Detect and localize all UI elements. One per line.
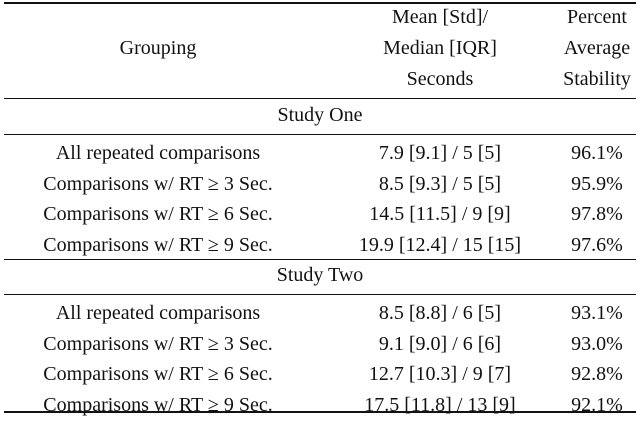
- cell: 92.1%: [571, 393, 623, 416]
- header-text: Seconds: [406, 68, 474, 90]
- cell: Comparisons w/ RT ≥ 3 Sec.: [43, 172, 273, 195]
- header-rule: [4, 98, 636, 99]
- cell: 93.1%: [571, 302, 623, 324]
- cell: Comparisons w/ RT ≥ 9 Sec.: [43, 393, 273, 416]
- section-rule: [4, 294, 636, 295]
- header-text: Stability: [563, 68, 631, 90]
- cell: 14.5 [11.5] / 9 [9]: [369, 203, 511, 225]
- bottom-rule: [4, 411, 636, 413]
- cell: 92.8%: [571, 363, 623, 385]
- cell: 8.5 [8.8] / 6 [5]: [378, 302, 502, 324]
- cell: Comparisons w/ RT ≥ 3 Sec.: [43, 332, 273, 355]
- section-rule: [4, 259, 636, 260]
- cell: 7.9 [9.1] / 5 [5]: [378, 142, 502, 164]
- section-title: Study One: [277, 104, 363, 126]
- cell: Comparisons w/ RT ≥ 6 Sec.: [43, 203, 273, 225]
- cell: Comparisons w/ RT ≥ 6 Sec.: [43, 363, 273, 385]
- cell: 97.8%: [571, 203, 623, 225]
- header-text: Percent: [567, 6, 627, 28]
- cell: 17.5 [11.8] / 13 [9]: [364, 393, 516, 416]
- header-text: Average: [563, 37, 631, 59]
- header-text: Grouping: [119, 37, 197, 59]
- cell: 93.0%: [571, 332, 623, 355]
- cell: 19.9 [12.4] / 15 [15]: [358, 233, 522, 256]
- top-rule: [4, 2, 636, 4]
- section-title: Study Two: [276, 264, 364, 286]
- cell: 9.1 [9.0] / 6 [6]: [378, 332, 502, 355]
- header-text: Mean [Std]/: [391, 6, 489, 28]
- section-rule: [4, 134, 636, 135]
- cell: Comparisons w/ RT ≥ 9 Sec.: [43, 233, 273, 256]
- cell: 8.5 [9.3] / 5 [5]: [378, 172, 502, 195]
- header-text: Median [IQR]: [383, 37, 497, 59]
- cell: All repeated comparisons: [55, 142, 261, 164]
- cell: 95.9%: [571, 172, 623, 195]
- cell: All repeated comparisons: [55, 302, 261, 324]
- cell: 12.7 [10.3] / 9 [7]: [368, 363, 512, 385]
- cell: 96.1%: [571, 142, 623, 164]
- cell: 97.6%: [571, 233, 623, 256]
